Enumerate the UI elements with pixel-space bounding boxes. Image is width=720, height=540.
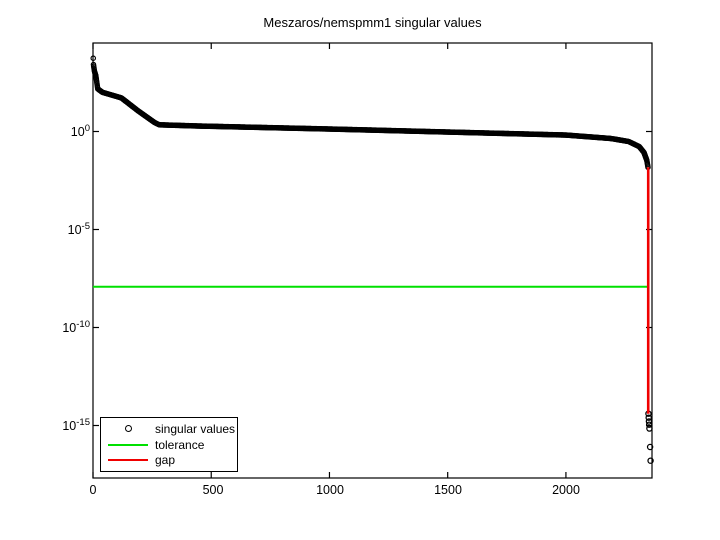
x-tick-label: 1000: [316, 483, 344, 497]
legend: singular values tolerance gap: [100, 417, 238, 472]
scatter-point-tail: [645, 418, 653, 425]
scatter-point-tail: [645, 421, 653, 428]
x-tick-label: 1500: [434, 483, 462, 497]
scatter-point-tail: [646, 443, 654, 451]
scatter-point: [90, 55, 97, 61]
x-tick-label: 500: [202, 483, 224, 497]
legend-label: singular values: [155, 421, 236, 436]
legend-circle-marker-icon: [124, 425, 132, 433]
x-tick-label: 0: [89, 483, 97, 497]
y-tick-label: 10-5: [67, 221, 90, 238]
legend-label: tolerance: [155, 437, 205, 452]
legend-entry-gap: gap: [107, 452, 237, 468]
axes-box: [92, 42, 653, 479]
scatter-point-tail: [646, 425, 653, 432]
y-tick-label: 100: [70, 123, 90, 140]
legend-entry-singular-values: singular values: [107, 421, 237, 437]
legend-gap-line-icon: [108, 459, 148, 462]
y-tick-label: 10-10: [62, 319, 90, 336]
scatter-point-tail: [645, 414, 652, 421]
legend-tolerance-line-icon: [108, 443, 148, 446]
y-tick-label: 10-15: [62, 417, 90, 434]
scatter-point-tail: [647, 457, 654, 464]
legend-label: gap: [155, 453, 176, 468]
x-tick-label: 2000: [552, 483, 580, 497]
legend-entry-tolerance: tolerance: [107, 437, 237, 453]
chart-title: Meszaros/nemspmm1 singular values: [263, 15, 482, 30]
